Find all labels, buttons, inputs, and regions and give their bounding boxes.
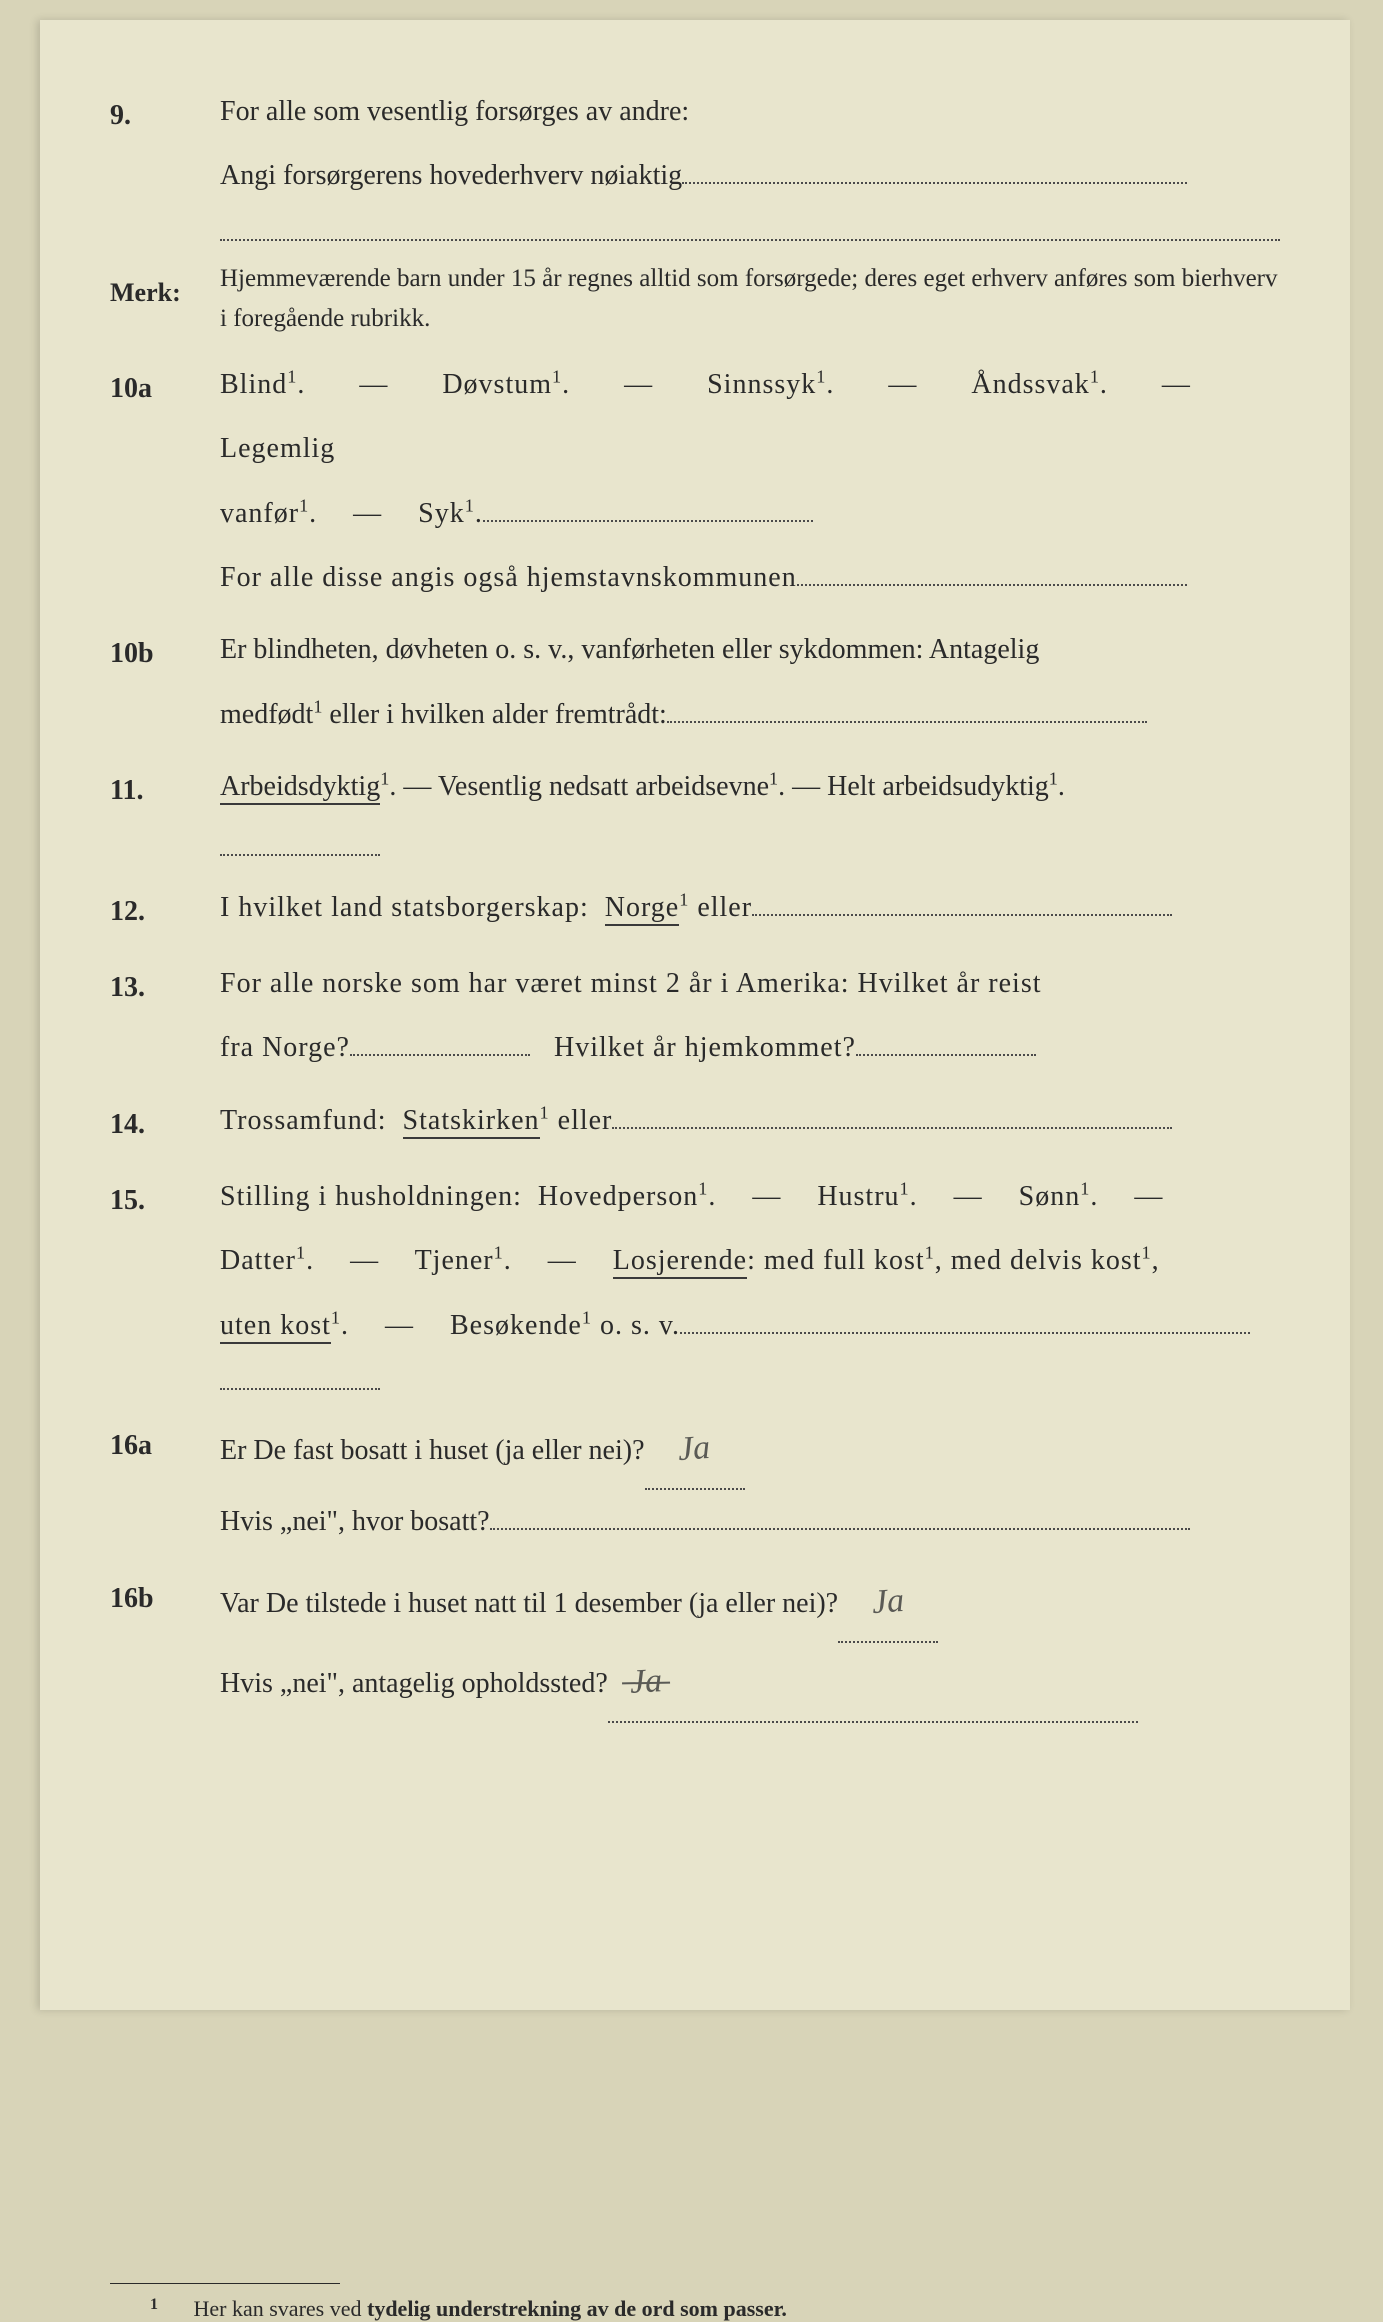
footnote-text: Her kan svares ved	[194, 2296, 368, 2321]
text: Er blindheten, døvheten o. s. v., vanfør…	[220, 634, 1039, 665]
opt: Åndssvak	[971, 369, 1089, 400]
opt: Datter	[220, 1245, 296, 1276]
opt: Hovedperson	[538, 1181, 698, 1212]
question-10b: 10b Er blindheten, døvheten o. s. v., va…	[110, 618, 1280, 747]
question-16a: 16a Er De fast bosatt i huset (ja eller …	[110, 1410, 1280, 1555]
opt: Tjener	[415, 1245, 494, 1276]
opt-underlined: uten kost	[220, 1310, 331, 1344]
question-content: Blind1. — Døvstum1. — Sinnssyk1. — Åndss…	[220, 353, 1280, 611]
question-content: Er blindheten, døvheten o. s. v., vanfør…	[220, 618, 1280, 747]
question-content: Stilling i husholdningen: Hovedperson1. …	[220, 1165, 1280, 1358]
question-content: For alle som vesentlig forsørges av andr…	[220, 80, 1280, 209]
question-content: Arbeidsdyktig1. — Vesentlig nedsatt arbe…	[220, 755, 1280, 819]
blank-line	[667, 721, 1147, 723]
text: Stilling i husholdningen:	[220, 1181, 522, 1212]
answer-field: Ja	[608, 1643, 1138, 1723]
text: eller	[550, 1105, 613, 1136]
blank-line	[490, 1528, 1190, 1530]
text: For alle disse angis også hjemstavnskomm…	[220, 562, 797, 593]
separator-line	[220, 854, 380, 856]
question-9: 9. For alle som vesentlig forsørges av a…	[110, 80, 1280, 209]
question-number: 11.	[110, 755, 220, 823]
blank-line	[752, 914, 1172, 916]
question-10a: 10a Blind1. — Døvstum1. — Sinnssyk1. — Å…	[110, 353, 1280, 611]
text: o. s. v.	[592, 1310, 680, 1341]
blank-line	[682, 182, 1187, 184]
text: Er De fast bosatt i huset (ja eller nei)…	[220, 1435, 645, 1466]
handwritten-answer: Ja	[861, 1561, 914, 1642]
handwritten-answer: Ja	[668, 1409, 721, 1490]
question-11: 11. Arbeidsdyktig1. — Vesentlig nedsatt …	[110, 755, 1280, 823]
text: Var De tilstede i huset natt til 1 desem…	[220, 1588, 838, 1619]
question-16b: 16b Var De tilstede i huset natt til 1 d…	[110, 1563, 1280, 1723]
footnote-bold: tydelig understrekning av de ord som pas…	[367, 2296, 787, 2321]
opt: Besøkende	[450, 1310, 582, 1341]
question-number: 14.	[110, 1089, 220, 1157]
text: For alle norske som har været minst 2 år…	[220, 968, 1042, 999]
text: eller i hvilken alder fremtrådt:	[322, 699, 666, 730]
opt: Sønn	[1019, 1181, 1081, 1212]
question-content: Er De fast bosatt i huset (ja eller nei)…	[220, 1410, 1280, 1555]
text: For alle som vesentlig forsørges av andr…	[220, 96, 689, 127]
separator-line	[220, 1388, 380, 1390]
text: Hvis „nei", antagelig opholdssted?	[220, 1668, 608, 1699]
text: Trossamfund:	[220, 1105, 387, 1136]
text: medfødt	[220, 699, 313, 730]
question-number: 12.	[110, 876, 220, 944]
opt: Syk	[418, 498, 465, 529]
opt-underlined: Statskirken	[403, 1105, 540, 1139]
text: Hvis „nei", hvor bosatt?	[220, 1506, 490, 1537]
opt: Døvstum	[442, 369, 552, 400]
question-12: 12. I hvilket land statsborgerskap: Norg…	[110, 876, 1280, 944]
opt-underlined: Losjerende	[613, 1245, 747, 1279]
blank-line	[680, 1332, 1250, 1334]
opt: Vesentlig nedsatt arbeidsevne	[438, 771, 769, 802]
question-15: 15. Stilling i husholdningen: Hovedperso…	[110, 1165, 1280, 1358]
document-page: 9. For alle som vesentlig forsørges av a…	[40, 20, 1350, 2010]
ruled-line	[220, 239, 1280, 241]
text: , med delvis kost	[935, 1245, 1142, 1276]
handwritten-struck: Ja	[620, 1642, 672, 1723]
note-merk: Merk: Hjemmeværende barn under 15 år reg…	[110, 259, 1280, 339]
question-number: 16b	[110, 1563, 220, 1631]
note-text: Hjemmeværende barn under 15 år regnes al…	[220, 259, 1280, 339]
text: I hvilket land statsborgerskap:	[220, 892, 589, 923]
footnote-rule	[110, 2283, 340, 2284]
question-number: 10a	[110, 353, 220, 421]
question-number: 9.	[110, 80, 220, 148]
opt: vanfør	[220, 498, 299, 529]
opt: Sinnssyk	[707, 369, 816, 400]
opt: Helt arbeidsudyktig	[827, 771, 1049, 802]
blank-line	[350, 1054, 530, 1056]
question-number: 16a	[110, 1410, 220, 1478]
answer-field: Ja	[838, 1563, 938, 1643]
text: : med full kost	[747, 1245, 925, 1276]
blank-line	[856, 1054, 1036, 1056]
opt: Blind	[220, 369, 287, 400]
answer-field: Ja	[645, 1410, 745, 1490]
blank-line	[797, 584, 1187, 586]
opt: Legemlig	[220, 433, 335, 464]
text: fra Norge?	[220, 1032, 350, 1063]
blank-line	[612, 1127, 1172, 1129]
text: Angi forsørgerens hovederhverv nøiaktig	[220, 160, 682, 191]
opt: Hustru	[817, 1181, 899, 1212]
question-number: 10b	[110, 618, 220, 686]
opt-underlined: Arbeidsdyktig	[220, 771, 380, 805]
question-content: I hvilket land statsborgerskap: Norge1 e…	[220, 876, 1280, 940]
text: eller	[689, 892, 752, 923]
question-13: 13. For alle norske som har været minst …	[110, 952, 1280, 1081]
question-content: Var De tilstede i huset natt til 1 desem…	[220, 1563, 1280, 1723]
question-number: 13.	[110, 952, 220, 1020]
question-content: For alle norske som har været minst 2 år…	[220, 952, 1280, 1081]
note-label: Merk:	[110, 259, 220, 323]
text: Hvilket år hjemkommet?	[554, 1032, 856, 1063]
question-number: 15.	[110, 1165, 220, 1233]
opt-underlined: Norge	[605, 892, 679, 926]
question-14: 14. Trossamfund: Statskirken1 eller	[110, 1089, 1280, 1157]
blank-line	[483, 520, 813, 522]
footnote-number: 1	[150, 2296, 158, 2313]
question-content: Trossamfund: Statskirken1 eller	[220, 1089, 1280, 1153]
footnote: 1 Her kan svares ved tydelig understrekn…	[110, 2296, 1280, 2322]
